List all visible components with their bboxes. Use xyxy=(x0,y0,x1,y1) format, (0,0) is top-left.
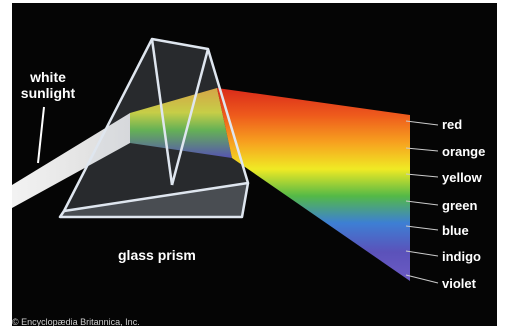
color-label-red: red xyxy=(442,117,463,132)
prism-front-face xyxy=(60,183,248,217)
prism-illustration xyxy=(12,37,439,284)
glass-prism-label: glass prism xyxy=(118,247,196,263)
copyright-credit: © Encyclopædia Britannica, Inc. xyxy=(12,317,140,326)
prism-edges xyxy=(58,37,250,219)
color-ticks xyxy=(405,120,439,284)
internal-spectrum xyxy=(130,88,232,158)
diagram-frame: white sunlight glass prism red orange ye… xyxy=(12,3,497,326)
spectrum-fan xyxy=(217,88,410,281)
color-label-green: green xyxy=(442,198,478,213)
color-label-blue: blue xyxy=(442,223,469,238)
light-pointer-line xyxy=(37,106,45,164)
color-label-orange: orange xyxy=(442,144,486,159)
white-sunlight-label: white sunlight xyxy=(18,69,78,101)
color-label-violet: violet xyxy=(442,276,476,291)
white-light-beam xyxy=(12,113,130,208)
color-label-yellow: yellow xyxy=(442,170,482,185)
light-label-line2: sunlight xyxy=(20,85,76,101)
light-label-line1: white xyxy=(30,69,66,85)
color-label-indigo: indigo xyxy=(442,249,481,264)
